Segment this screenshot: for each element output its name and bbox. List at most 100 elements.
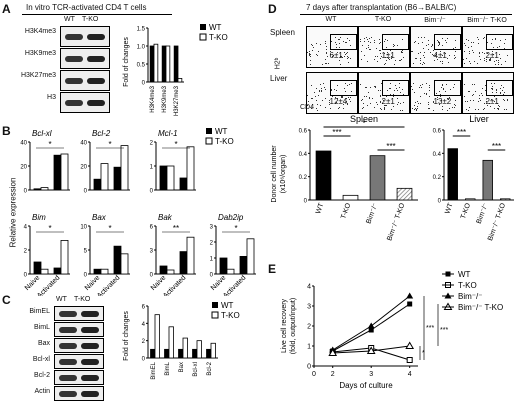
flow-dot — [428, 108, 429, 109]
flow-dot — [490, 60, 491, 61]
flow-dot — [347, 104, 348, 105]
blot-c-band-wt — [59, 390, 77, 397]
flow-dot — [382, 103, 383, 104]
flow-dot — [367, 39, 368, 40]
flow-dot — [470, 63, 471, 64]
bar-wt — [161, 45, 167, 83]
flow-dot — [423, 55, 424, 56]
flow-dot — [478, 101, 479, 102]
flow-dot — [454, 107, 455, 108]
flow-dot — [429, 96, 430, 97]
flow-dot — [393, 96, 394, 97]
flow-dot — [390, 83, 391, 84]
y-tick-label: 0.6 — [299, 129, 308, 135]
flow-dot — [483, 109, 484, 110]
flow-gate-value: 2±1 — [485, 97, 499, 106]
flow-dot — [417, 101, 418, 102]
flow-dot — [369, 49, 370, 50]
bar-tko — [246, 238, 255, 275]
flow-dot — [455, 105, 456, 106]
panel-c-lane-wt: WT — [56, 296, 67, 303]
flow-dot — [433, 55, 434, 56]
blot-a-band-tko — [87, 77, 105, 84]
flow-dot — [330, 93, 331, 94]
flow-dot — [455, 40, 456, 41]
flow-dot — [446, 42, 447, 43]
flow-dot — [474, 84, 475, 85]
flow-dot — [383, 100, 384, 101]
flow-dot — [380, 90, 381, 91]
flow-dot — [374, 107, 375, 108]
x-tick-label: BimEL — [151, 361, 157, 379]
flow-plot: 6±1 — [306, 26, 358, 68]
bar-wt — [219, 257, 228, 275]
y-tick-label: 2 — [142, 339, 146, 345]
blot-a-band-tko — [87, 55, 105, 62]
flow-dot — [492, 51, 493, 52]
blot-c-band-tko — [81, 310, 99, 317]
flow-dot — [503, 99, 504, 100]
flow-dot — [316, 108, 317, 109]
blot-c-label: Bax — [37, 340, 50, 347]
bar-wt — [149, 45, 155, 83]
bar-tko — [100, 268, 109, 275]
flow-dot — [474, 61, 475, 62]
flow-dot — [313, 47, 314, 48]
flow-plot: 4±1 — [410, 26, 462, 68]
bar-wt — [33, 261, 42, 275]
data-point — [368, 327, 374, 333]
flow-dot — [386, 60, 387, 61]
x-tick-label: Activated — [162, 274, 187, 296]
y-tick-label: 3 — [150, 249, 154, 255]
flow-dot — [420, 60, 421, 61]
flow-dot — [415, 41, 416, 42]
flow-dot — [376, 48, 377, 49]
y-tick-label: 2 — [210, 241, 214, 247]
flow-dot — [465, 101, 466, 102]
flow-dot — [312, 45, 313, 46]
blot-c-band-tko — [81, 390, 99, 397]
flow-dot — [434, 46, 435, 47]
flow-gate-value: 13±2 — [433, 97, 452, 106]
bar — [342, 194, 359, 201]
panel-a-title-rule — [22, 14, 172, 15]
flow-dot — [439, 44, 440, 45]
flow-dot — [449, 108, 450, 109]
x-tick-label: Bim⁻/⁻ T-KO — [386, 202, 406, 242]
flow-dot — [487, 42, 488, 43]
flow-dot — [492, 39, 493, 40]
flow-dot — [366, 87, 367, 88]
flow-dot — [472, 84, 473, 85]
flow-dot — [454, 84, 455, 85]
flow-dot — [312, 50, 313, 51]
y-tick-label: 0.5 — [137, 63, 146, 69]
y-tick-label: 6 — [150, 225, 154, 231]
flow-dot — [380, 102, 381, 103]
flow-dot — [368, 41, 369, 42]
flow-dot — [464, 63, 465, 64]
x-tick-label: 2 — [331, 371, 335, 378]
flow-dot — [379, 39, 380, 40]
flow-dot — [310, 64, 311, 65]
flow-dot — [332, 56, 333, 57]
flow-dot — [466, 58, 467, 59]
flow-dot — [384, 109, 385, 110]
flow-dot — [497, 108, 498, 109]
panel-a-ylabel: Fold of changes — [123, 37, 130, 87]
flow-dot — [400, 60, 401, 61]
flow-dot — [336, 102, 337, 103]
flow-dot — [343, 104, 344, 105]
flow-dot — [360, 39, 361, 40]
data-point — [367, 322, 375, 329]
blot-a-box — [60, 70, 110, 91]
flow-dot — [484, 60, 485, 61]
flow-dot — [347, 56, 348, 57]
flow-dot — [420, 63, 421, 64]
flow-dot — [370, 87, 371, 88]
legend-swatch-tko — [211, 311, 219, 319]
flow-dot — [493, 54, 494, 55]
y-tick-label: 0.2 — [299, 175, 308, 181]
flow-dot — [307, 95, 308, 96]
bar-wt — [206, 348, 212, 359]
flow-col-label: T-KO — [374, 16, 392, 23]
